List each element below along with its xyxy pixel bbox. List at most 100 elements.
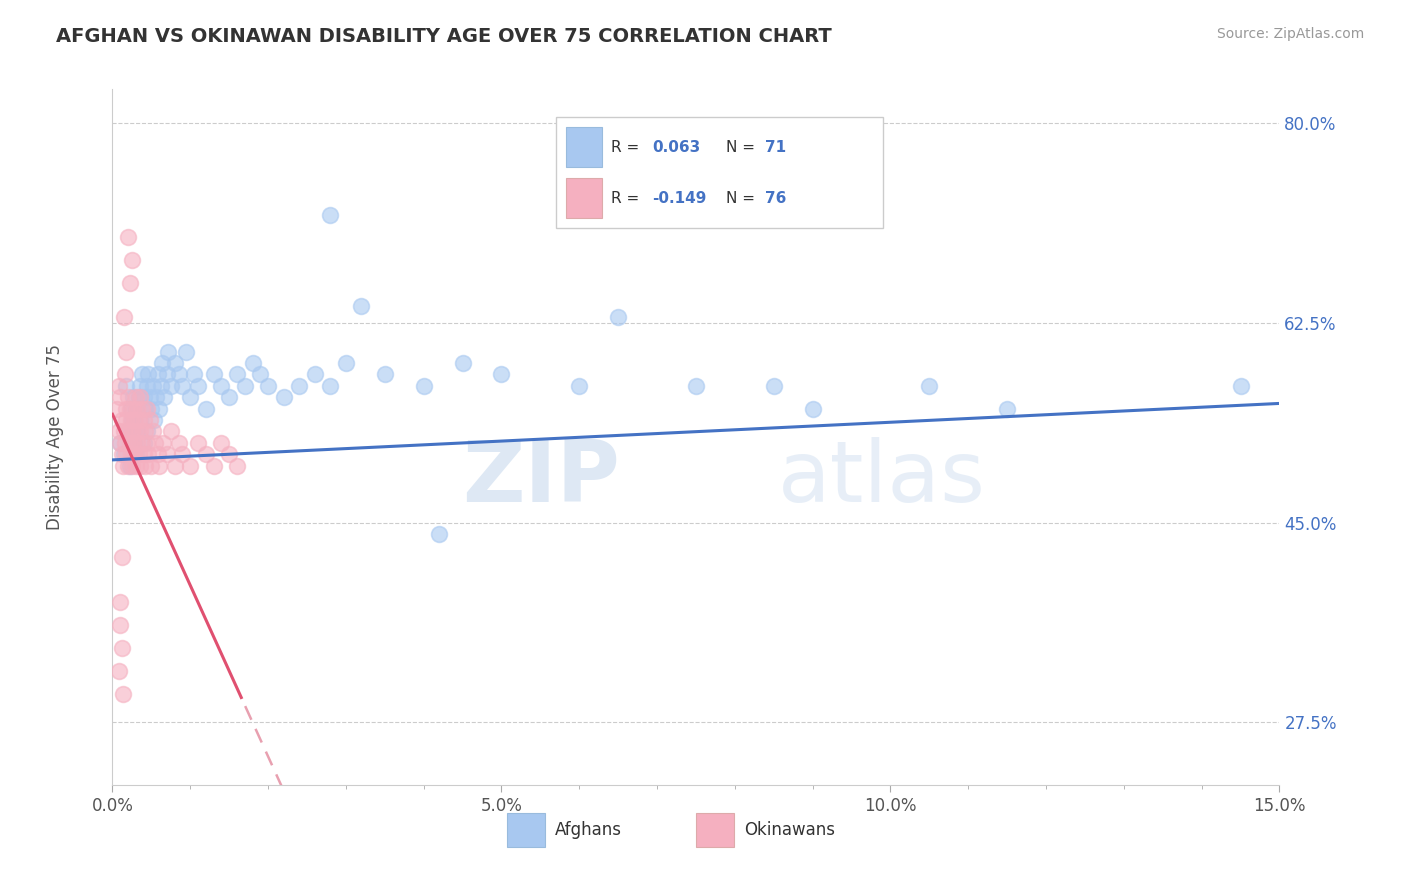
Point	[118, 435, 141, 450]
Point	[135, 435, 157, 450]
Point	[128, 413, 150, 427]
Point	[995, 401, 1018, 416]
Point	[918, 378, 941, 392]
Point	[350, 299, 373, 313]
Point	[125, 447, 148, 461]
Point	[209, 378, 232, 392]
Point	[121, 253, 143, 268]
Point	[121, 401, 143, 416]
Point	[122, 435, 145, 450]
Point	[202, 368, 225, 382]
Point	[139, 413, 162, 427]
Point	[110, 618, 132, 632]
Text: Source: ZipAtlas.com: Source: ZipAtlas.com	[1216, 27, 1364, 41]
Point	[187, 435, 209, 450]
Point	[148, 458, 170, 473]
Point	[132, 447, 155, 461]
Point	[115, 413, 138, 427]
Point	[117, 458, 139, 473]
Point	[226, 458, 249, 473]
Point	[150, 356, 173, 370]
Point	[163, 356, 186, 370]
Point	[111, 413, 134, 427]
Point	[122, 447, 145, 461]
Point	[249, 368, 271, 382]
Point	[128, 458, 150, 473]
Point	[111, 641, 134, 656]
Point	[127, 425, 149, 439]
Point	[319, 378, 342, 392]
Point	[120, 413, 142, 427]
Point	[118, 458, 141, 473]
Point	[117, 425, 139, 439]
Point	[451, 356, 474, 370]
Point	[117, 230, 139, 244]
Point	[129, 390, 152, 404]
Point	[176, 344, 198, 359]
Point	[127, 435, 149, 450]
Point	[114, 435, 136, 450]
Point	[129, 425, 152, 439]
Point	[125, 390, 148, 404]
Point	[107, 425, 129, 439]
Point	[194, 447, 217, 461]
Point	[111, 549, 134, 564]
Point	[134, 401, 156, 416]
Point	[142, 378, 165, 392]
Point	[141, 458, 163, 473]
Point	[202, 458, 225, 473]
Point	[335, 356, 357, 370]
Point	[179, 390, 201, 404]
Point	[105, 401, 128, 416]
Point	[187, 378, 209, 392]
Point	[257, 378, 280, 392]
Point	[112, 687, 135, 701]
Point	[172, 447, 194, 461]
Point	[685, 378, 707, 392]
Point	[120, 447, 142, 461]
Point	[226, 368, 249, 382]
Point	[115, 344, 138, 359]
Point	[112, 310, 135, 325]
Point	[107, 664, 129, 678]
Point	[125, 401, 148, 416]
Point	[209, 435, 232, 450]
Point	[149, 378, 172, 392]
Point	[118, 276, 141, 290]
Point	[112, 425, 135, 439]
Point	[156, 368, 179, 382]
Point	[136, 368, 159, 382]
Text: ZIP: ZIP	[463, 437, 620, 520]
Point	[319, 208, 342, 222]
Point	[218, 390, 240, 404]
Point	[112, 447, 135, 461]
Point	[121, 435, 143, 450]
Point	[132, 390, 155, 404]
Point	[134, 425, 156, 439]
Point	[146, 447, 169, 461]
Point	[491, 368, 513, 382]
Point	[136, 447, 159, 461]
Point	[218, 447, 240, 461]
Point	[125, 458, 148, 473]
Point	[128, 390, 150, 404]
Point	[118, 401, 141, 416]
Point	[107, 378, 129, 392]
Y-axis label: Disability Age Over 75: Disability Age Over 75	[46, 344, 63, 530]
Point	[172, 378, 194, 392]
Point	[304, 368, 326, 382]
Point	[132, 413, 155, 427]
Point	[117, 425, 139, 439]
Point	[136, 401, 159, 416]
Point	[122, 413, 145, 427]
Point	[115, 447, 138, 461]
Point	[427, 527, 450, 541]
Point	[129, 413, 152, 427]
Point	[131, 368, 153, 382]
Point	[135, 378, 157, 392]
Point	[112, 458, 135, 473]
Point	[607, 310, 630, 325]
Point	[134, 458, 156, 473]
Point	[121, 458, 143, 473]
Point	[120, 401, 142, 416]
